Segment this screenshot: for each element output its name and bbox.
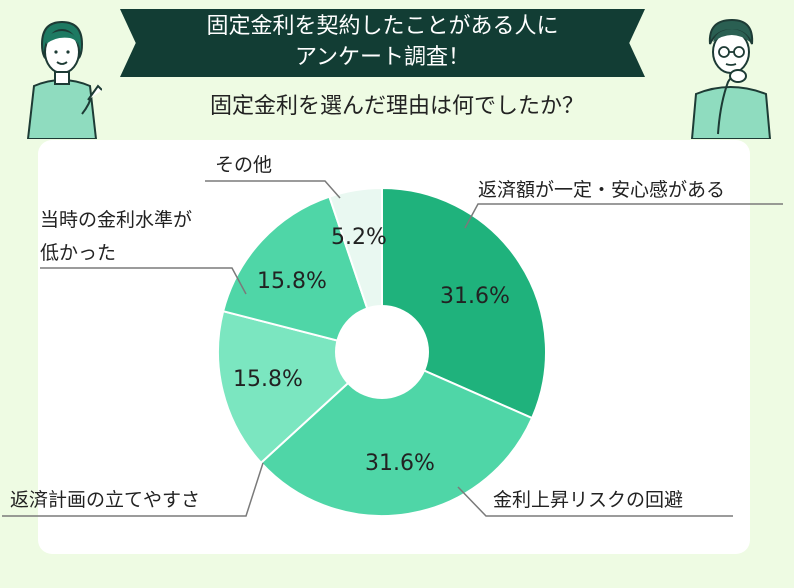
- question-text: 固定金利を選んだ理由は何でしたか？: [209, 94, 584, 119]
- donut-hole: [335, 305, 429, 399]
- data-label-2: 31.6%: [365, 451, 435, 476]
- title-banner: [120, 9, 645, 77]
- leader-line-1: [464, 203, 783, 229]
- data-label-1: 31.6%: [440, 284, 510, 309]
- title-line-1: 固定金利を契約したことがある人に: [206, 14, 559, 39]
- leader-line-2: [457, 486, 733, 517]
- category-label-4a: 当時の金利水準が: [40, 209, 192, 231]
- category-label-1: 返済額が一定・安心感がある: [478, 179, 725, 201]
- leader-line-3: [2, 462, 264, 517]
- leader-line-4: [40, 267, 247, 295]
- woman-illustration: [26, 20, 102, 139]
- category-label-3: 返済計画の立てやすさ: [10, 489, 200, 511]
- leader-line-5: [205, 180, 341, 199]
- category-label-4b: 低かった: [40, 242, 116, 264]
- category-label-5: その他: [215, 154, 272, 176]
- pie-slice-2: [259, 350, 534, 517]
- title-line-2: アンケート調査！: [294, 45, 471, 70]
- data-label-3: 15.8%: [233, 367, 303, 392]
- data-label-4: 15.8%: [257, 269, 327, 294]
- man-illustration: [690, 18, 772, 139]
- data-label-5: 5.2%: [331, 225, 387, 250]
- category-label-2: 金利上昇リスクの回避: [493, 489, 683, 511]
